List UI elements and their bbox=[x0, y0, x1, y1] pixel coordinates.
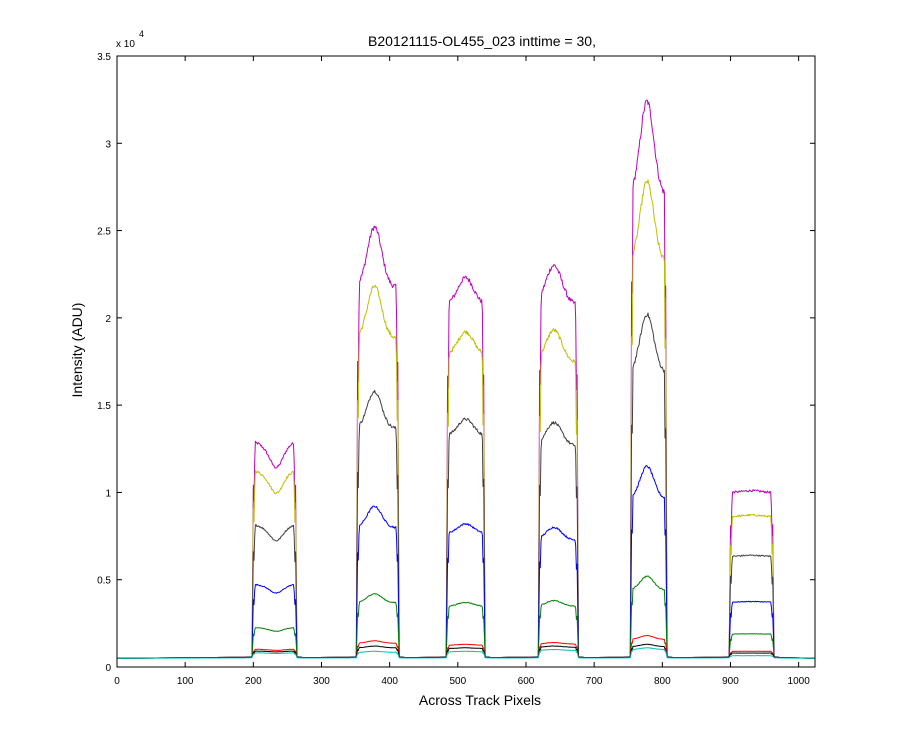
y-tick-label: 0.5 bbox=[97, 576, 111, 587]
series-layer bbox=[116, 99, 816, 659]
x-tick-label: 0 bbox=[114, 676, 120, 687]
x-tick-label: 400 bbox=[381, 676, 398, 687]
series-line bbox=[116, 647, 816, 659]
y-tick-label: 0 bbox=[105, 663, 111, 674]
y-tick-label: 1.5 bbox=[97, 401, 111, 412]
series-line bbox=[116, 465, 816, 659]
x-tick-label: 800 bbox=[654, 676, 671, 687]
series-line bbox=[116, 312, 816, 659]
y-tick-label: 3 bbox=[105, 139, 111, 150]
x-tick-label: 200 bbox=[245, 676, 262, 687]
y-tick-label: 3.5 bbox=[97, 52, 111, 63]
axes-box bbox=[116, 55, 816, 668]
x-tick-label: 100 bbox=[177, 676, 194, 687]
axes-background bbox=[117, 56, 815, 667]
series-line bbox=[116, 575, 816, 659]
y-exponent-label: x 10 bbox=[116, 39, 135, 50]
series-line bbox=[116, 635, 816, 659]
y-exponent-power: 4 bbox=[139, 29, 144, 39]
x-tick-label: 300 bbox=[313, 676, 330, 687]
series-line bbox=[116, 179, 816, 659]
y-axis-label: Intensity (ADU) bbox=[69, 303, 85, 398]
y-axis: 0 0.5 1 1.5 2 2.5 3 3.5 bbox=[97, 52, 815, 674]
chart-title: B20121115-OL455_023 inttime = 30, bbox=[368, 33, 596, 49]
x-axis-label: Across Track Pixels bbox=[419, 692, 541, 708]
x-tick-label: 600 bbox=[518, 676, 535, 687]
x-tick-label: 900 bbox=[722, 676, 739, 687]
x-tick-label: 1000 bbox=[788, 676, 811, 687]
x-axis: 0 100 200 300 400 500 600 700 800 900 1000 bbox=[114, 56, 810, 687]
series-line bbox=[116, 643, 816, 659]
y-tick-label: 2.5 bbox=[97, 227, 111, 238]
y-tick-label: 2 bbox=[105, 314, 111, 325]
x-tick-label: 700 bbox=[586, 676, 603, 687]
y-tick-label: 1 bbox=[105, 488, 111, 499]
x-tick-label: 500 bbox=[449, 676, 466, 687]
